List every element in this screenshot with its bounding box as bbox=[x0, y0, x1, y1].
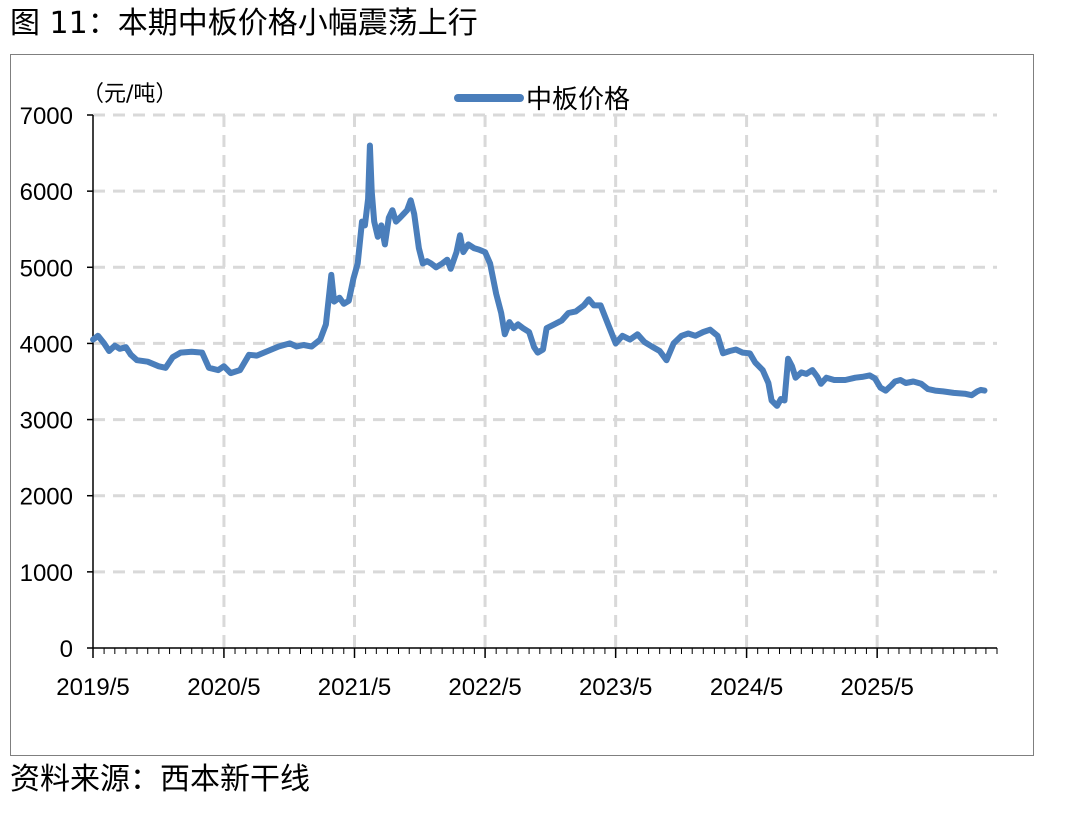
y-tick-label: 0 bbox=[60, 636, 73, 663]
x-tick-label: 2021/5 bbox=[318, 674, 391, 701]
x-tick-label: 2023/5 bbox=[579, 674, 652, 701]
y-axis: 0 1000 2000 3000 4000 5000 6000 7000 bbox=[20, 103, 94, 663]
figure-title: 图 11：本期中板价格小幅震荡上行 bbox=[10, 6, 478, 41]
y-tick-label: 5000 bbox=[20, 255, 73, 282]
y-tick-label: 6000 bbox=[20, 179, 73, 206]
x-tick-label: 2020/5 bbox=[187, 674, 260, 701]
y-axis-unit-label: （元/吨） bbox=[82, 82, 177, 107]
y-tick-label: 1000 bbox=[20, 560, 73, 587]
x-axis: 2019/5 2020/5 2021/5 2022/5 2023/5 2024/5 2025… bbox=[56, 647, 998, 701]
chart-frame bbox=[10, 54, 1034, 756]
legend: 中板价格 bbox=[454, 85, 630, 115]
x-tick-label: 2019/5 bbox=[56, 674, 129, 701]
y-tick-label: 7000 bbox=[20, 103, 73, 130]
x-tick-label: 2022/5 bbox=[448, 674, 521, 701]
gridlines bbox=[93, 113, 997, 648]
y-tick-label: 2000 bbox=[20, 484, 73, 511]
x-tick-label: 2024/5 bbox=[710, 674, 783, 701]
y-tick-label: 3000 bbox=[20, 408, 73, 435]
y-tick-label: 4000 bbox=[20, 331, 73, 358]
plot-area bbox=[90, 142, 988, 409]
source-note: 资料来源：西本新干线 bbox=[10, 762, 310, 797]
legend-label: 中板价格 bbox=[526, 85, 630, 115]
x-tick-label: 2025/5 bbox=[840, 674, 913, 701]
series-line-0 bbox=[90, 142, 988, 409]
